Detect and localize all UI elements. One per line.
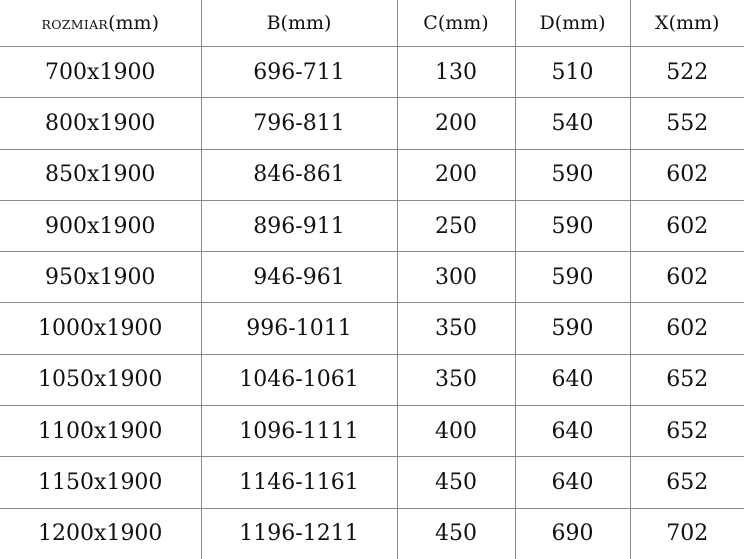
cell-d: 510	[514, 45, 631, 99]
header-unit: (mm)	[554, 12, 606, 34]
cell-d: 590	[514, 199, 631, 253]
cell-b: 696-711	[200, 45, 398, 99]
table-row: 800x1900 796-811 200 540 552	[0, 97, 744, 150]
cell-c: 400	[396, 405, 516, 458]
table-row: 1100x1900 1096-1111 400 640 652	[0, 405, 744, 458]
cell-x: 602	[629, 148, 744, 201]
header-unit: (mm)	[108, 12, 159, 34]
table-row: 700x1900 696-711 130 510 522	[0, 45, 744, 99]
cell-x: 602	[629, 251, 744, 304]
cell-size: 1150x1900	[0, 456, 202, 509]
header-label: ROZMIAR	[41, 17, 109, 32]
cell-x: 522	[629, 45, 744, 99]
cell-x: 602	[629, 302, 744, 355]
header-label: X	[655, 12, 669, 34]
table-row: 1050x1900 1046-1061 350 640 652	[0, 353, 744, 407]
cell-c: 250	[396, 199, 516, 253]
cell-d: 640	[514, 405, 631, 458]
cell-x: 702	[629, 507, 744, 559]
cell-x: 652	[629, 353, 744, 407]
header-b: B(mm)	[200, 0, 398, 47]
header-unit: (mm)	[437, 12, 489, 34]
cell-d: 590	[514, 148, 631, 201]
header-label: D	[539, 12, 555, 34]
cell-x: 652	[629, 456, 744, 509]
cell-c: 200	[396, 97, 516, 150]
cell-x: 602	[629, 199, 744, 253]
header-row: ROZMIAR(mm) B(mm) C(mm) D(mm) X(mm)	[0, 0, 744, 47]
cell-b: 946-961	[200, 251, 398, 304]
cell-size: 1100x1900	[0, 405, 202, 458]
cell-c: 130	[396, 45, 516, 99]
header-unit: (mm)	[668, 12, 720, 34]
cell-size: 1050x1900	[0, 353, 202, 407]
cell-x: 552	[629, 97, 744, 150]
cell-d: 690	[514, 507, 631, 559]
cell-c: 350	[396, 302, 516, 355]
cell-b: 796-811	[200, 97, 398, 150]
table-row: 900x1900 896-911 250 590 602	[0, 199, 744, 253]
cell-b: 896-911	[200, 199, 398, 253]
cell-d: 540	[514, 97, 631, 150]
cell-c: 300	[396, 251, 516, 304]
header-unit: (mm)	[280, 12, 332, 34]
header-label: C	[423, 12, 438, 34]
header-c: C(mm)	[396, 0, 516, 47]
table-row: 1150x1900 1146-1161 450 640 652	[0, 456, 744, 509]
table-row: 850x1900 846-861 200 590 602	[0, 148, 744, 201]
cell-size: 800x1900	[0, 97, 202, 150]
cell-c: 450	[396, 456, 516, 509]
table-row: 1000x1900 996-1011 350 590 602	[0, 302, 744, 355]
cell-b: 1046-1061	[200, 353, 398, 407]
cell-size: 1000x1900	[0, 302, 202, 355]
cell-d: 640	[514, 456, 631, 509]
cell-b: 1096-1111	[200, 405, 398, 458]
cell-b: 996-1011	[200, 302, 398, 355]
header-x: X(mm)	[629, 0, 744, 47]
table-row: 1200x1900 1196-1211 450 690 702	[0, 507, 744, 559]
cell-size: 850x1900	[0, 148, 202, 201]
cell-d: 590	[514, 302, 631, 355]
cell-d: 590	[514, 251, 631, 304]
cell-b: 846-861	[200, 148, 398, 201]
cell-x: 652	[629, 405, 744, 458]
table-row: 950x1900 946-961 300 590 602	[0, 251, 744, 304]
header-d: D(mm)	[514, 0, 631, 47]
cell-c: 450	[396, 507, 516, 559]
cell-size: 700x1900	[0, 45, 202, 99]
cell-size: 950x1900	[0, 251, 202, 304]
cell-size: 1200x1900	[0, 507, 202, 559]
cell-b: 1146-1161	[200, 456, 398, 509]
cell-c: 200	[396, 148, 516, 201]
cell-d: 640	[514, 353, 631, 407]
cell-c: 350	[396, 353, 516, 407]
header-rozmiar: ROZMIAR(mm)	[0, 0, 202, 47]
cell-b: 1196-1211	[200, 507, 398, 559]
header-label: B	[266, 12, 281, 34]
cell-size: 900x1900	[0, 199, 202, 253]
